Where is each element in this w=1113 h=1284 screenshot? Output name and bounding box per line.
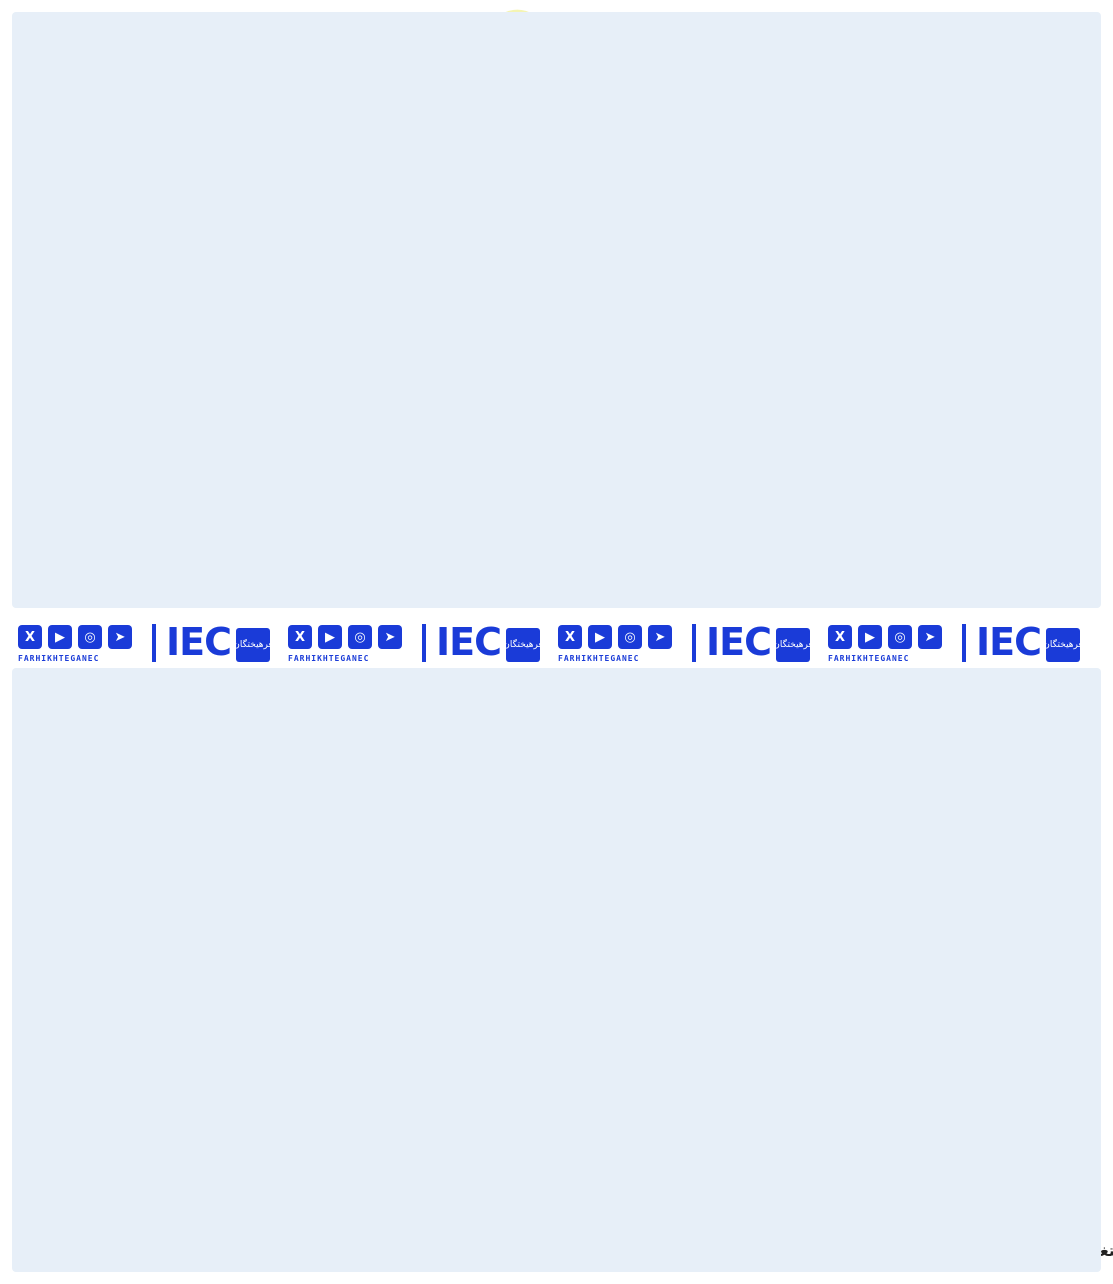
brand-handle: FARHIKHTEGANEC [18, 654, 100, 663]
telegram-icon[interactable]: ➤ [378, 625, 402, 649]
social-icons: X ▶ ◎ ➤ [828, 625, 942, 649]
farhikhtegan-logo: فرهیختگان [503, 628, 543, 662]
telegram-icon[interactable]: ➤ [918, 625, 942, 649]
youtube-icon[interactable]: ▶ [858, 625, 882, 649]
iec-logo-text: IEC [436, 620, 502, 664]
brand-separator [152, 624, 156, 662]
iec-logo-text: IEC [976, 620, 1042, 664]
chart-background [12, 12, 1101, 608]
chart-employment: مقایسه تعداد اشتغال جواز و پروانه بهره‌ب… [0, 668, 1113, 1280]
brand-separator [422, 624, 426, 662]
brand-separator [692, 624, 696, 662]
brand-strip-segment: X ▶ ◎ ➤ FARHIKHTEGANEC IEC فرهیختگان [810, 616, 1083, 664]
x-icon[interactable]: X [18, 625, 42, 649]
x-icon[interactable]: X [558, 625, 582, 649]
instagram-icon[interactable]: ◎ [78, 625, 102, 649]
instagram-icon[interactable]: ◎ [348, 625, 372, 649]
brand-handle: FARHIKHTEGANEC [828, 654, 910, 663]
telegram-icon[interactable]: ➤ [108, 625, 132, 649]
x-icon[interactable]: X [288, 625, 312, 649]
brand-handle: FARHIKHTEGANEC [558, 654, 640, 663]
telegram-icon[interactable]: ➤ [648, 625, 672, 649]
social-icons: X ▶ ◎ ➤ [18, 625, 132, 649]
brand-strip: X ▶ ◎ ➤ FARHIKHTEGANEC IEC فرهیختگان X ▶ ◎ ➤ FARHIK… [0, 612, 1113, 668]
social-icons: X ▶ ◎ ➤ [558, 625, 672, 649]
iec-logo-text: IEC [706, 620, 772, 664]
brand-strip-segment: X ▶ ◎ ➤ FARHIKHTEGANEC IEC فرهیختگان [270, 616, 543, 664]
iec-logo-text: IEC [166, 620, 232, 664]
x-icon[interactable]: X [828, 625, 852, 649]
farhikhtegan-logo: فرهیختگان [233, 628, 273, 662]
farhikhtegan-logo: فرهیختگان [773, 628, 813, 662]
youtube-icon[interactable]: ▶ [588, 625, 612, 649]
youtube-icon[interactable]: ▶ [318, 625, 342, 649]
social-icons: X ▶ ◎ ➤ [288, 625, 402, 649]
brand-strip-segment: X ▶ ◎ ➤ FARHIKHTEGANEC IEC فرهیختگان [540, 616, 813, 664]
brand-strip-segment: X ▶ ◎ ➤ FARHIKHTEGANEC IEC فرهیختگان [0, 616, 273, 664]
chart-permits-count: مقایسه تعداد جواز و تعداد پروانه بهره‌بر… [0, 0, 1113, 612]
brand-separator [962, 624, 966, 662]
farhikhtegan-logo: فرهیختگان [1043, 628, 1083, 662]
instagram-icon[interactable]: ◎ [618, 625, 642, 649]
youtube-icon[interactable]: ▶ [48, 625, 72, 649]
chart-background [12, 668, 1101, 1272]
instagram-icon[interactable]: ◎ [888, 625, 912, 649]
brand-handle: FARHIKHTEGANEC [288, 654, 370, 663]
